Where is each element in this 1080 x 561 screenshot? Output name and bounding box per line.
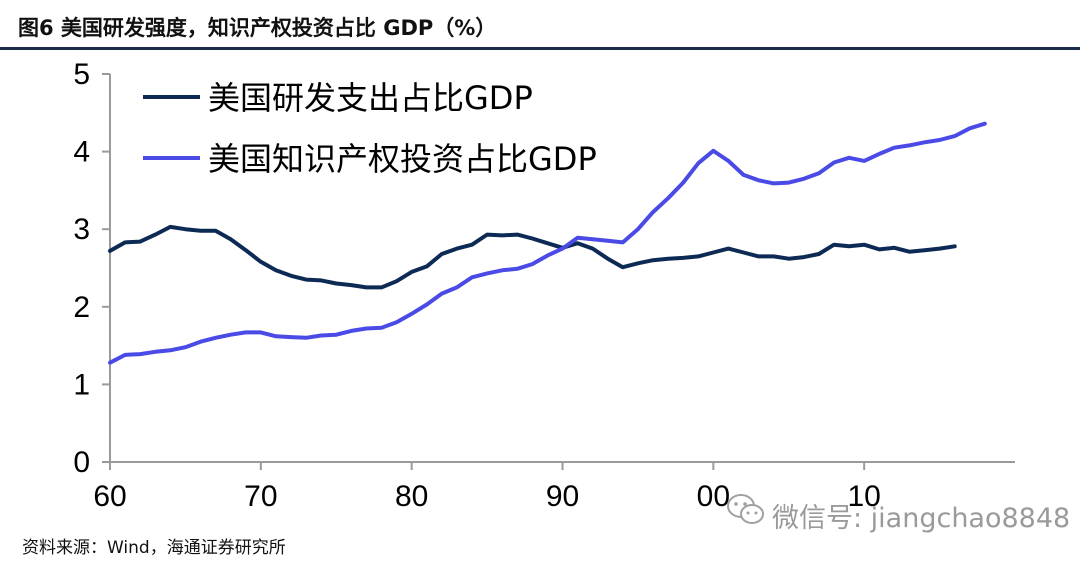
- x-tick-label: 60: [93, 480, 126, 513]
- x-tick-label: 70: [244, 480, 277, 513]
- y-tick-label: 4: [73, 136, 90, 169]
- series-line-1: [108, 224, 957, 290]
- y-tick-label: 5: [73, 58, 90, 91]
- watermark-text: 微信号: jiangchao8848: [772, 503, 1071, 534]
- x-tick-label: 80: [395, 480, 428, 513]
- y-tick-label: 1: [73, 368, 90, 401]
- y-tick-label: 2: [73, 291, 90, 324]
- y-tick-label: 3: [73, 213, 90, 246]
- chart-area: 0 1 2 3 4 5 60 70 80 90 00 10 美国研发支出占比GDP 美国知识产权投资占比G…: [73, 58, 1015, 513]
- legend-label-1: 美国研发支出占比GDP: [208, 79, 533, 117]
- x-tick-label: 00: [697, 480, 730, 513]
- x-tick-label: 10: [847, 480, 880, 513]
- legend-label-2: 美国知识产权投资占比GDP: [208, 140, 597, 178]
- series-line-2: [108, 121, 987, 365]
- source-note: 资料来源：Wind，海通证券研究所: [22, 538, 286, 558]
- wechat-icon: [727, 494, 764, 524]
- y-tick-label: 0: [73, 446, 90, 479]
- title-bar: 图6 美国研发强度，知识产权投资占比 GDP（%）: [0, 0, 1080, 50]
- chart-title: 图6 美国研发强度，知识产权投资占比 GDP（%）: [18, 16, 497, 40]
- x-tick-label: 90: [546, 480, 579, 513]
